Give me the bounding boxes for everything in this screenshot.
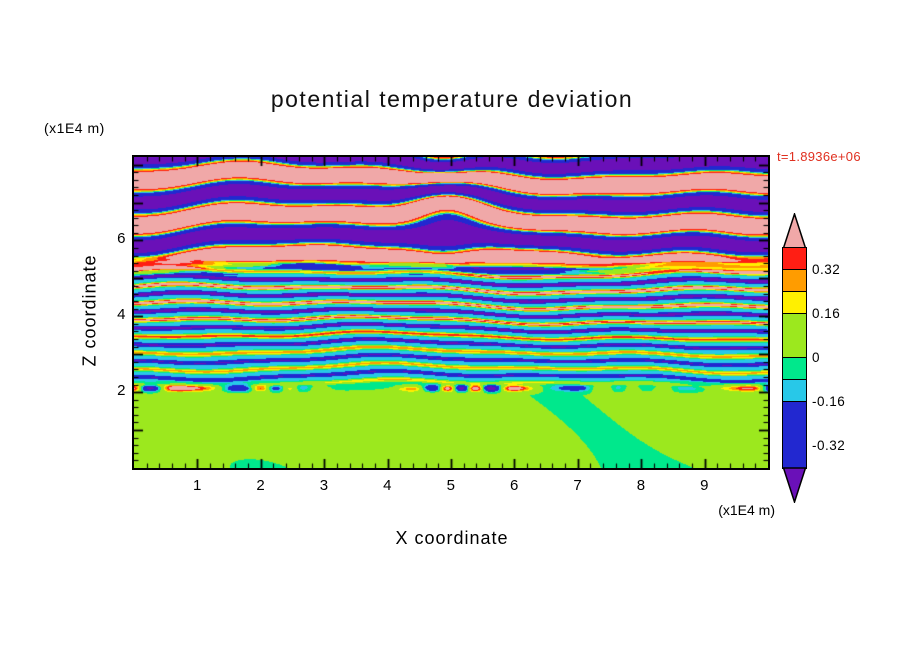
x-tick-label: 8 [636, 477, 646, 494]
colorbar-label: -0.16 [812, 394, 846, 409]
x-tick-label: 5 [446, 477, 456, 494]
colorbar-segment [782, 314, 806, 358]
chart-title: potential temperature deviation [270, 86, 634, 112]
colorbar-label: 0 [812, 350, 821, 365]
x-tick-label: 6 [509, 477, 519, 494]
plot-frame [132, 155, 770, 470]
x-tick-label: 3 [319, 477, 329, 494]
heatmap-canvas [134, 157, 768, 468]
colorbar-segment [782, 270, 806, 292]
colorbar-arrow-up-icon [782, 213, 807, 249]
x-tick-label: 4 [383, 477, 393, 494]
x-tick-label: 1 [192, 477, 202, 494]
x-tick-label: 9 [700, 477, 710, 494]
x-axis-label: X coordinate [395, 528, 509, 548]
z-tick-label: 6 [117, 230, 126, 248]
colorbar-segment [782, 292, 806, 314]
x-tick-label: 2 [256, 477, 266, 494]
colorbar-arrow-down-icon [782, 467, 807, 503]
z-axis-unit: (x1E4 m) [44, 120, 105, 136]
x-tick-label: 7 [573, 477, 583, 494]
colorbar-label: 0.16 [812, 306, 841, 321]
colorbar-label: -0.32 [812, 438, 846, 453]
colorbar-segment [782, 358, 806, 380]
z-tick-label: 4 [117, 306, 126, 324]
colorbar-segment [782, 402, 806, 468]
colorbar [781, 247, 807, 469]
colorbar-segment [782, 380, 806, 402]
x-axis-unit: (x1E4 m) [718, 502, 775, 518]
z-tick-label: 2 [117, 382, 126, 400]
colorbar-label: 0.32 [812, 262, 841, 277]
timestamp: t=1.8936e+06 [777, 149, 861, 164]
colorbar-segment [782, 248, 806, 270]
